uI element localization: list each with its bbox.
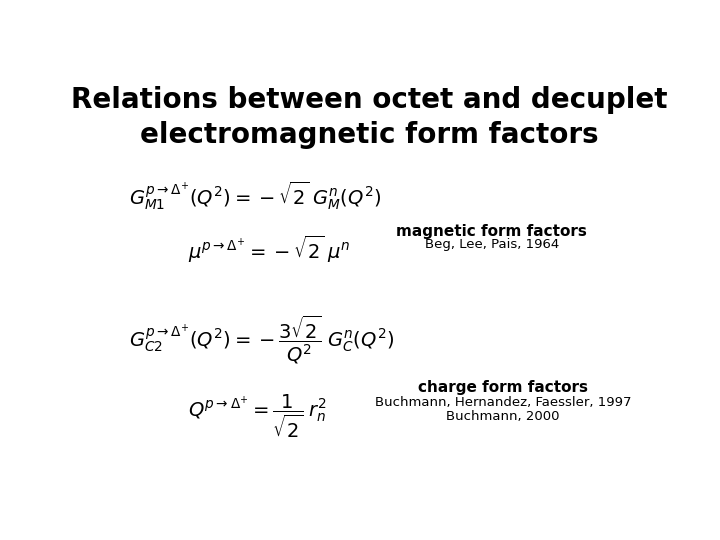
Text: $Q^{p\rightarrow\Delta^{+}} = \dfrac{1}{\sqrt{2}}\; r_n^2$: $Q^{p\rightarrow\Delta^{+}} = \dfrac{1}{…	[188, 393, 327, 440]
Text: Relations between octet and decuplet
electromagnetic form factors: Relations between octet and decuplet ele…	[71, 85, 667, 149]
Text: $G_{C2}^{p\rightarrow\Delta^{+}}(Q^2) = -\dfrac{3\sqrt{2}}{Q^2}\; G_C^n(Q^2)$: $G_{C2}^{p\rightarrow\Delta^{+}}(Q^2) = …	[129, 313, 395, 366]
Text: Beg, Lee, Pais, 1964: Beg, Lee, Pais, 1964	[425, 238, 559, 251]
Text: Buchmann, Hernandez, Faessler, 1997: Buchmann, Hernandez, Faessler, 1997	[374, 396, 631, 409]
Text: Buchmann, 2000: Buchmann, 2000	[446, 410, 559, 423]
Text: magnetic form factors: magnetic form factors	[396, 224, 588, 239]
Text: $\mu^{p\rightarrow\Delta^{+}} = -\sqrt{2}\; \mu^n$: $\mu^{p\rightarrow\Delta^{+}} = -\sqrt{2…	[188, 234, 350, 266]
Text: $G_{M1}^{p\rightarrow\Delta^{+}}(Q^2) = -\sqrt{2}\; G_M^n(Q^2)$: $G_{M1}^{p\rightarrow\Delta^{+}}(Q^2) = …	[129, 179, 382, 212]
Text: charge form factors: charge form factors	[418, 380, 588, 395]
